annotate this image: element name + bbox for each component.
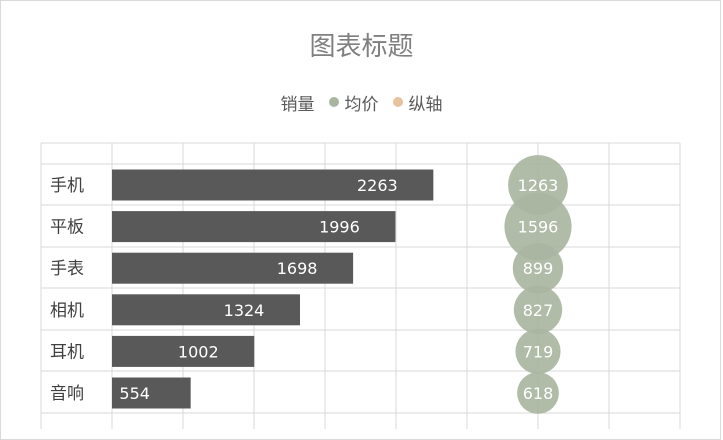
bubble-4 (515, 328, 561, 374)
bar-label: 1698 (277, 259, 318, 278)
bubble-label: 1596 (518, 218, 559, 237)
bar-2 (112, 252, 354, 284)
bar-label: 1996 (319, 218, 360, 237)
bar-4 (112, 335, 255, 367)
category-label: 相机 (50, 301, 84, 321)
legend-item-avg-price: 均价 (328, 90, 379, 115)
bubble-label: 1263 (518, 176, 559, 195)
bubble-1 (504, 193, 572, 261)
legend-label-sales: 销量 (280, 94, 315, 115)
bubble-label: 618 (523, 384, 554, 403)
legend-label-avg-price: 均价 (344, 94, 379, 115)
legend-item-sales: 销量 (281, 90, 315, 115)
bar-label: 1324 (224, 301, 265, 320)
chart-title: 图表标题 (309, 32, 414, 62)
bubble-2 (512, 243, 564, 294)
legend-label-axis: 纵轴 (408, 94, 443, 115)
bar-0 (112, 169, 434, 201)
plot-area: 2263 手机 1996 平板 1698 手表 1324 相机 1002 耳机 554 音响 1263 1… (40, 142, 681, 429)
bar-3 (112, 294, 301, 326)
category-label: 音响 (50, 384, 84, 404)
legend-marker-avg-price (328, 97, 339, 107)
bubble-label: 827 (523, 301, 554, 320)
bar-label: 1002 (178, 342, 219, 361)
legend-marker-axis (392, 97, 403, 107)
bubble-label: 899 (523, 259, 554, 278)
category-label: 手表 (50, 259, 84, 279)
bar-label: 554 (119, 384, 150, 403)
bar-5 (112, 377, 191, 409)
category-label: 手机 (50, 176, 84, 196)
legend-item-axis: 纵轴 (392, 90, 443, 115)
category-label: 平板 (50, 218, 84, 238)
bar-label: 2263 (357, 176, 398, 195)
category-label: 耳机 (50, 342, 84, 362)
bubble-5 (517, 372, 559, 414)
bubble-3 (513, 285, 563, 334)
bubble-label: 719 (523, 342, 554, 361)
chart-legend: 销量 均价 纵轴 (0, 90, 723, 115)
bar-1 (112, 211, 396, 243)
